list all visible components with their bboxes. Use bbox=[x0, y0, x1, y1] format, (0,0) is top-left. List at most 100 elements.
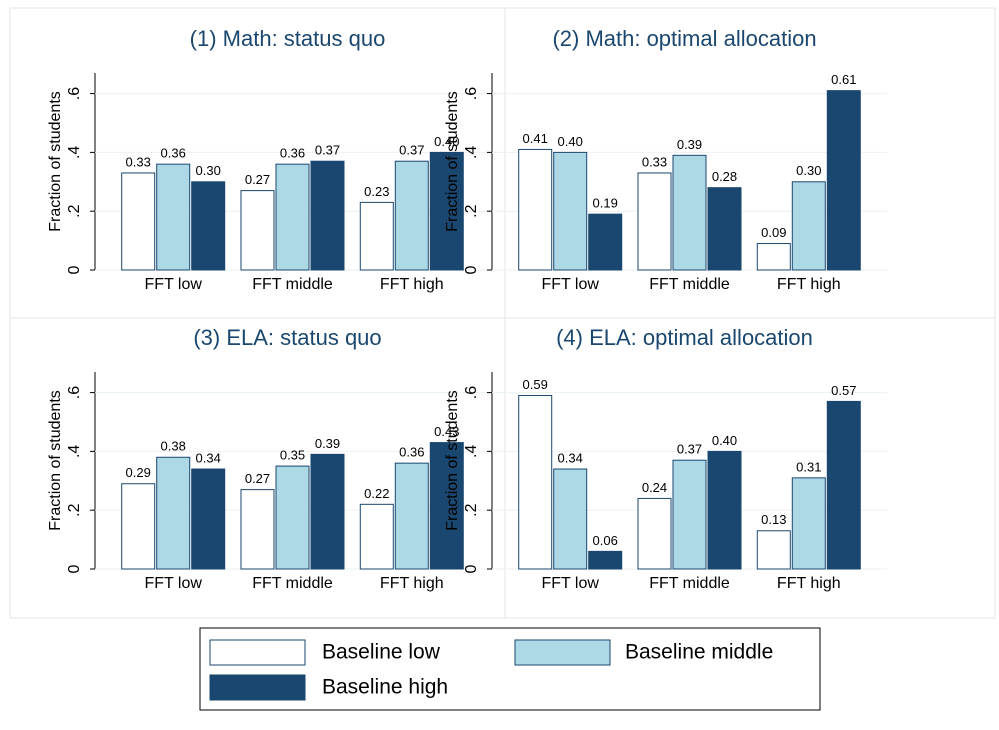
bar bbox=[637, 497, 672, 570]
y-axis-label: Fraction of students bbox=[444, 91, 461, 232]
y-tick-label: .2 bbox=[66, 204, 83, 217]
value-label: 0.31 bbox=[796, 459, 821, 474]
value-label: 0.34 bbox=[558, 450, 583, 465]
legend-swatch bbox=[514, 639, 611, 666]
panel-title: (1) Math: status quo bbox=[190, 26, 386, 51]
value-label: 0.28 bbox=[712, 169, 737, 184]
value-label: 0.37 bbox=[399, 143, 424, 158]
y-tick-label: .6 bbox=[66, 87, 83, 100]
value-label: 0.23 bbox=[364, 184, 389, 199]
value-label: 0.27 bbox=[245, 172, 270, 187]
bar bbox=[756, 243, 791, 271]
bar bbox=[707, 450, 742, 570]
legend-label: Baseline low bbox=[322, 641, 441, 664]
y-tick-label: .6 bbox=[66, 386, 83, 399]
value-label: 0.09 bbox=[761, 225, 786, 240]
x-tick-label: FFT middle bbox=[649, 276, 730, 293]
bar bbox=[394, 160, 429, 271]
y-axis-label: Fraction of students bbox=[47, 91, 64, 232]
bar bbox=[791, 477, 826, 570]
bar bbox=[672, 154, 707, 271]
y-tick-label: 0 bbox=[463, 265, 480, 274]
value-label: 0.33 bbox=[642, 154, 667, 169]
value-label: 0.30 bbox=[196, 163, 221, 178]
value-label: 0.40 bbox=[712, 433, 737, 448]
y-axis-label: Fraction of students bbox=[444, 390, 461, 531]
y-tick-label: .4 bbox=[463, 445, 480, 458]
bar bbox=[588, 550, 623, 570]
legend-label: Baseline high bbox=[322, 676, 448, 699]
x-tick-label: FFT low bbox=[541, 575, 599, 592]
bar bbox=[275, 465, 310, 570]
bar bbox=[588, 213, 623, 271]
bar bbox=[518, 148, 553, 271]
bar bbox=[310, 160, 345, 271]
y-tick-label: .4 bbox=[66, 445, 83, 458]
bar bbox=[791, 181, 826, 271]
bar bbox=[672, 459, 707, 570]
y-tick-label: 0 bbox=[463, 564, 480, 573]
y-tick-label: .2 bbox=[463, 503, 480, 516]
y-tick-label: .6 bbox=[463, 386, 480, 399]
value-label: 0.33 bbox=[126, 154, 151, 169]
x-tick-label: FFT low bbox=[144, 276, 202, 293]
value-label: 0.30 bbox=[796, 163, 821, 178]
bar bbox=[191, 468, 226, 570]
bar bbox=[359, 201, 394, 271]
bar bbox=[121, 483, 156, 570]
value-label: 0.36 bbox=[399, 445, 424, 460]
x-tick-label: FFT low bbox=[541, 276, 599, 293]
x-tick-label: FFT high bbox=[777, 276, 841, 293]
bar bbox=[359, 503, 394, 570]
x-tick-label: FFT middle bbox=[252, 276, 333, 293]
bar bbox=[121, 172, 156, 271]
value-label: 0.34 bbox=[196, 450, 221, 465]
bar bbox=[553, 468, 588, 570]
y-tick-label: .2 bbox=[66, 503, 83, 516]
value-label: 0.41 bbox=[523, 131, 548, 146]
y-tick-label: .2 bbox=[463, 204, 480, 217]
bar bbox=[756, 530, 791, 570]
value-label: 0.39 bbox=[677, 137, 702, 152]
value-label: 0.36 bbox=[161, 146, 186, 161]
x-tick-label: FFT high bbox=[380, 575, 444, 592]
value-label: 0.13 bbox=[761, 512, 786, 527]
bar bbox=[518, 395, 553, 570]
x-tick-label: FFT middle bbox=[252, 575, 333, 592]
bar bbox=[553, 151, 588, 271]
bar bbox=[240, 190, 275, 271]
bar bbox=[637, 172, 672, 271]
value-label: 0.59 bbox=[523, 377, 548, 392]
value-label: 0.36 bbox=[280, 146, 305, 161]
value-label: 0.40 bbox=[558, 134, 583, 149]
legend-swatch bbox=[209, 674, 306, 701]
value-label: 0.19 bbox=[593, 196, 618, 211]
x-tick-label: FFT high bbox=[380, 276, 444, 293]
y-tick-label: .4 bbox=[66, 146, 83, 159]
value-label: 0.22 bbox=[364, 486, 389, 501]
bar bbox=[156, 456, 191, 570]
x-tick-label: FFT low bbox=[144, 575, 202, 592]
value-label: 0.43 bbox=[434, 424, 459, 439]
x-tick-label: FFT middle bbox=[649, 575, 730, 592]
value-label: 0.37 bbox=[677, 442, 702, 457]
value-label: 0.40 bbox=[434, 134, 459, 149]
bar bbox=[429, 442, 464, 570]
bar bbox=[275, 163, 310, 271]
y-tick-label: .4 bbox=[463, 146, 480, 159]
value-label: 0.61 bbox=[831, 72, 856, 87]
bar bbox=[394, 462, 429, 570]
value-label: 0.24 bbox=[642, 480, 667, 495]
bar bbox=[707, 187, 742, 271]
value-label: 0.57 bbox=[831, 383, 856, 398]
y-axis-label: Fraction of students bbox=[47, 390, 64, 531]
x-tick-label: FFT high bbox=[777, 575, 841, 592]
panel-title: (3) ELA: status quo bbox=[193, 325, 381, 350]
y-tick-label: 0 bbox=[66, 265, 83, 274]
bar bbox=[156, 163, 191, 271]
legend-label: Baseline middle bbox=[625, 641, 773, 664]
panel-title: (4) ELA: optimal allocation bbox=[556, 325, 813, 350]
y-tick-label: 0 bbox=[66, 564, 83, 573]
panel-title: (2) Math: optimal allocation bbox=[552, 26, 816, 51]
